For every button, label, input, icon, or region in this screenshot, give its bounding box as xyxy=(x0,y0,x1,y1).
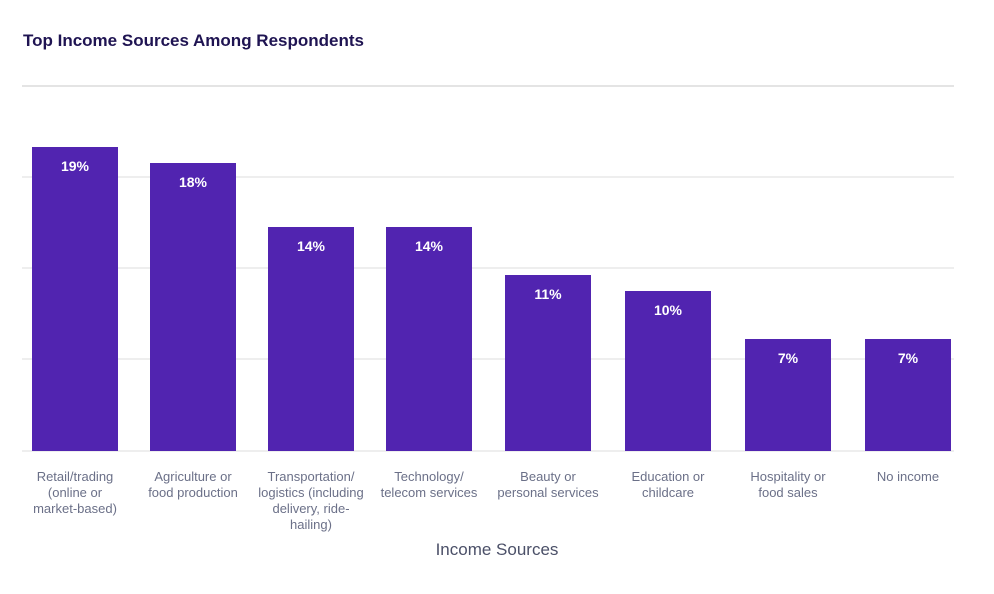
x-tick-label: Retail/trading (online or market-based) xyxy=(33,469,117,516)
bar-value-label: 7% xyxy=(898,350,919,366)
x-tick-label: Agriculture or food production xyxy=(148,469,238,500)
x-tick-labels: Retail/trading (online or market-based) Agr… xyxy=(33,469,939,532)
bars xyxy=(32,147,951,451)
bar xyxy=(505,275,591,451)
bar xyxy=(268,227,354,451)
bar xyxy=(745,339,831,451)
bar xyxy=(386,227,472,451)
bar-value-label: 10% xyxy=(654,302,683,318)
chart-title: Top Income Sources Among Respondents xyxy=(23,31,364,50)
x-tick-label: Hospitality or food sales xyxy=(750,469,826,500)
x-tick-label: Beauty or personal services xyxy=(497,469,599,500)
x-axis-title: Income Sources xyxy=(435,540,559,559)
bar-value-label: 11% xyxy=(534,286,562,302)
bar xyxy=(625,291,711,451)
bar-value-label: 14% xyxy=(297,238,326,254)
x-tick-label: Education or childcare xyxy=(632,469,706,500)
bar-value-label: 14% xyxy=(415,238,444,254)
value-labels: 19% 18% 14% 14% 11% 10% 7% 7% xyxy=(61,158,919,366)
bar-value-label: 7% xyxy=(778,350,799,366)
x-tick-label: No income xyxy=(877,469,939,484)
x-tick-label: Transportation/logistics (including deliv… xyxy=(258,469,364,532)
bar-value-label: 18% xyxy=(179,174,208,190)
bar xyxy=(865,339,951,451)
x-tick-label: Technology/telecom services xyxy=(381,469,478,500)
bar xyxy=(150,163,236,451)
bar xyxy=(32,147,118,451)
bar-value-label: 19% xyxy=(61,158,90,174)
